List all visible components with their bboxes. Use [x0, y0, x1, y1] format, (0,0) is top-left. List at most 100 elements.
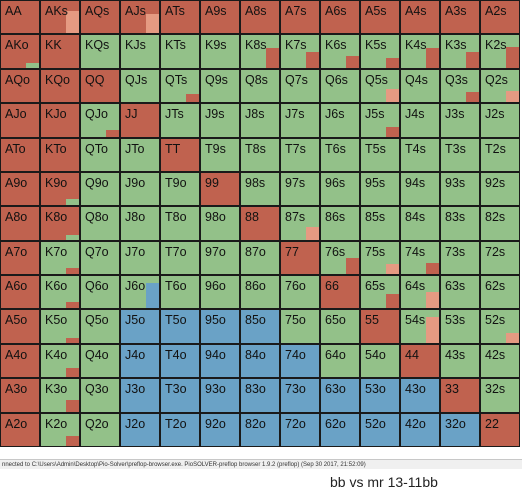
- hand-cell-95s[interactable]: 95s: [360, 171, 400, 207]
- hand-cell-K6s[interactable]: K6s: [320, 34, 360, 69]
- hand-cell-53s[interactable]: 53s: [440, 309, 480, 344]
- hand-cell-44[interactable]: 44: [400, 343, 440, 379]
- hand-cell-A7o[interactable]: A7o: [0, 240, 40, 276]
- hand-cell-K4s[interactable]: K4s: [400, 34, 440, 69]
- hand-cell-A3o[interactable]: A3o: [0, 378, 40, 413]
- hand-cell-K5s[interactable]: K5s: [360, 34, 400, 69]
- hand-cell-94s[interactable]: 94s: [400, 171, 440, 207]
- hand-cell-K9s[interactable]: K9s: [200, 34, 240, 69]
- hand-cell-T9s[interactable]: T9s: [200, 137, 240, 172]
- hand-cell-73o[interactable]: 73o: [280, 378, 320, 413]
- hand-cell-A8s[interactable]: A8s: [240, 0, 280, 35]
- hand-cell-42s[interactable]: 42s: [480, 343, 520, 379]
- hand-cell-K9o[interactable]: K9o: [40, 171, 80, 207]
- hand-cell-A3s[interactable]: A3s: [440, 0, 480, 35]
- hand-cell-J4o[interactable]: J4o: [120, 343, 160, 379]
- hand-cell-J8o[interactable]: J8o: [120, 206, 160, 241]
- hand-cell-62o[interactable]: 62o: [320, 412, 360, 447]
- hand-cell-K2s[interactable]: K2s: [480, 34, 520, 69]
- hand-cell-Q6o[interactable]: Q6o: [80, 275, 120, 310]
- hand-cell-J7s[interactable]: J7s: [280, 103, 320, 138]
- hand-cell-97s[interactable]: 97s: [280, 171, 320, 207]
- hand-cell-76o[interactable]: 76o: [280, 275, 320, 310]
- hand-cell-T8s[interactable]: T8s: [240, 137, 280, 172]
- hand-cell-QJo[interactable]: QJo: [80, 103, 120, 138]
- hand-cell-93s[interactable]: 93s: [440, 171, 480, 207]
- hand-cell-A4s[interactable]: A4s: [400, 0, 440, 35]
- hand-cell-J2o[interactable]: J2o: [120, 412, 160, 447]
- hand-cell-AKo[interactable]: AKo: [0, 34, 40, 69]
- hand-cell-54o[interactable]: 54o: [360, 343, 400, 379]
- hand-cell-J5s[interactable]: J5s: [360, 103, 400, 138]
- hand-cell-T3s[interactable]: T3s: [440, 137, 480, 172]
- hand-cell-AJs[interactable]: AJs: [120, 0, 160, 35]
- hand-cell-ATs[interactable]: ATs: [160, 0, 200, 35]
- hand-cell-J8s[interactable]: J8s: [240, 103, 280, 138]
- hand-cell-K5o[interactable]: K5o: [40, 309, 80, 344]
- hand-cell-K7o[interactable]: K7o: [40, 240, 80, 276]
- hand-cell-Q8o[interactable]: Q8o: [80, 206, 120, 241]
- hand-cell-77[interactable]: 77: [280, 240, 320, 276]
- hand-cell-75o[interactable]: 75o: [280, 309, 320, 344]
- hand-cell-J9o[interactable]: J9o: [120, 171, 160, 207]
- hand-cell-Q5s[interactable]: Q5s: [360, 68, 400, 104]
- hand-cell-87o[interactable]: 87o: [240, 240, 280, 276]
- hand-cell-A5s[interactable]: A5s: [360, 0, 400, 35]
- hand-cell-K2o[interactable]: K2o: [40, 412, 80, 447]
- hand-cell-Q4s[interactable]: Q4s: [400, 68, 440, 104]
- hand-cell-43o[interactable]: 43o: [400, 378, 440, 413]
- hand-cell-53o[interactable]: 53o: [360, 378, 400, 413]
- hand-cell-A2s[interactable]: A2s: [480, 0, 520, 35]
- hand-cell-96s[interactable]: 96s: [320, 171, 360, 207]
- hand-cell-T8o[interactable]: T8o: [160, 206, 200, 241]
- hand-cell-98s[interactable]: 98s: [240, 171, 280, 207]
- hand-cell-KJs[interactable]: KJs: [120, 34, 160, 69]
- hand-cell-84o[interactable]: 84o: [240, 343, 280, 379]
- hand-cell-K3s[interactable]: K3s: [440, 34, 480, 69]
- hand-cell-52o[interactable]: 52o: [360, 412, 400, 447]
- hand-cell-J2s[interactable]: J2s: [480, 103, 520, 138]
- hand-cell-63s[interactable]: 63s: [440, 275, 480, 310]
- hand-cell-K3o[interactable]: K3o: [40, 378, 80, 413]
- hand-cell-KTo[interactable]: KTo: [40, 137, 80, 172]
- hand-cell-54s[interactable]: 54s: [400, 309, 440, 344]
- hand-cell-AQo[interactable]: AQo: [0, 68, 40, 104]
- hand-cell-T7s[interactable]: T7s: [280, 137, 320, 172]
- hand-cell-A6s[interactable]: A6s: [320, 0, 360, 35]
- hand-cell-K8s[interactable]: K8s: [240, 34, 280, 69]
- hand-cell-Q2o[interactable]: Q2o: [80, 412, 120, 447]
- hand-cell-82o[interactable]: 82o: [240, 412, 280, 447]
- hand-cell-A2o[interactable]: A2o: [0, 412, 40, 447]
- hand-cell-T6s[interactable]: T6s: [320, 137, 360, 172]
- hand-cell-AJo[interactable]: AJo: [0, 103, 40, 138]
- hand-cell-84s[interactable]: 84s: [400, 206, 440, 241]
- hand-cell-86o[interactable]: 86o: [240, 275, 280, 310]
- hand-cell-63o[interactable]: 63o: [320, 378, 360, 413]
- hand-cell-T4s[interactable]: T4s: [400, 137, 440, 172]
- hand-cell-73s[interactable]: 73s: [440, 240, 480, 276]
- hand-cell-65s[interactable]: 65s: [360, 275, 400, 310]
- hand-cell-93o[interactable]: 93o: [200, 378, 240, 413]
- hand-cell-76s[interactable]: 76s: [320, 240, 360, 276]
- hand-cell-64o[interactable]: 64o: [320, 343, 360, 379]
- hand-cell-T9o[interactable]: T9o: [160, 171, 200, 207]
- hand-cell-Q2s[interactable]: Q2s: [480, 68, 520, 104]
- hand-cell-ATo[interactable]: ATo: [0, 137, 40, 172]
- hand-cell-98o[interactable]: 98o: [200, 206, 240, 241]
- hand-cell-Q7s[interactable]: Q7s: [280, 68, 320, 104]
- hand-cell-K6o[interactable]: K6o: [40, 275, 80, 310]
- hand-cell-A9o[interactable]: A9o: [0, 171, 40, 207]
- hand-cell-QJs[interactable]: QJs: [120, 68, 160, 104]
- hand-cell-JTs[interactable]: JTs: [160, 103, 200, 138]
- hand-cell-82s[interactable]: 82s: [480, 206, 520, 241]
- hand-cell-A4o[interactable]: A4o: [0, 343, 40, 379]
- hand-cell-64s[interactable]: 64s: [400, 275, 440, 310]
- hand-cell-75s[interactable]: 75s: [360, 240, 400, 276]
- hand-cell-A8o[interactable]: A8o: [0, 206, 40, 241]
- hand-cell-55[interactable]: 55: [360, 309, 400, 344]
- hand-cell-J9s[interactable]: J9s: [200, 103, 240, 138]
- hand-cell-83s[interactable]: 83s: [440, 206, 480, 241]
- hand-cell-Q6s[interactable]: Q6s: [320, 68, 360, 104]
- hand-cell-K7s[interactable]: K7s: [280, 34, 320, 69]
- hand-cell-TT[interactable]: TT: [160, 137, 200, 172]
